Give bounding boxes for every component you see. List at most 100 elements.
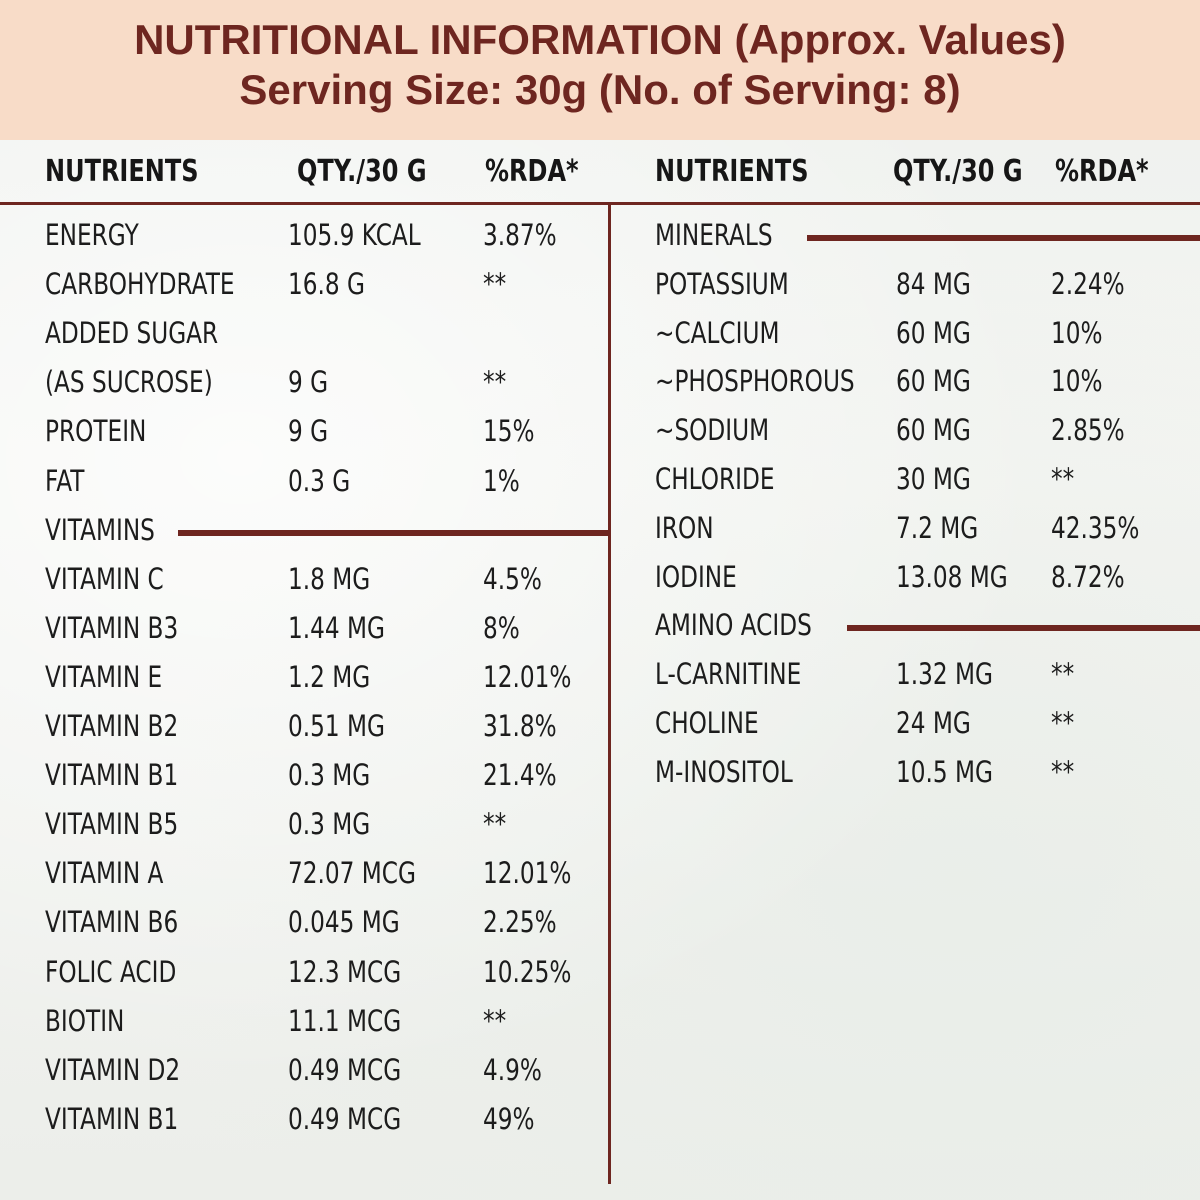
nutrient-name: FOLIC ACID	[45, 954, 177, 989]
nutrient-qty: 0.045 MG	[288, 905, 400, 940]
nutrient-name: VITAMIN B1	[45, 758, 179, 793]
nutrient-qty: 0.49 MCG	[288, 1052, 402, 1087]
nutrient-rda: 12.01%	[483, 856, 572, 891]
nutrient-name: VITAMIN B6	[45, 905, 179, 940]
nutrient-name: ~SODIUM	[655, 413, 770, 448]
nutrient-qty: 9 G	[288, 414, 329, 449]
nutrient-name: VITAMIN D2	[45, 1052, 181, 1087]
nutrient-qty: 0.3 MG	[288, 807, 371, 842]
nutrient-rda: 3.87%	[483, 218, 557, 252]
right-header-nutrients: NUTRIENTS	[655, 154, 809, 189]
nutrient-qty: 105.9 KCAL	[288, 218, 421, 252]
nutrient-name: IRON	[655, 510, 714, 545]
nutrient-rda: **	[1051, 657, 1075, 692]
nutrient-qty: 0.3 G	[288, 463, 351, 498]
right-header-qty: QTY./30 G	[893, 154, 1023, 189]
left-header-nutrients: NUTRIENTS	[45, 154, 199, 189]
nutrient-name: (AS SUCROSE)	[45, 365, 213, 400]
section-heading: AMINO ACIDS	[655, 608, 812, 643]
nutrient-qty: 30 MG	[896, 462, 971, 496]
nutrient-name: IODINE	[655, 559, 737, 594]
nutrient-qty: 60 MG	[896, 315, 971, 350]
nutrient-rda: 8.72%	[1051, 559, 1125, 594]
nutrient-rda: 21.4%	[483, 758, 557, 793]
nutrient-rda: 10%	[1051, 364, 1103, 399]
banner-subtitle: Serving Size: 30g (No. of Serving: 8)	[239, 66, 961, 113]
nutrient-qty: 1.8 MG	[288, 561, 371, 596]
nutrient-name: ~PHOSPHOROUS	[655, 364, 855, 399]
left-header-rda: %RDA*	[485, 154, 579, 189]
nutrient-name: VITAMIN B1	[45, 1101, 179, 1136]
section-heading: VITAMINS	[45, 512, 155, 547]
nutrient-rda: 10.25%	[483, 954, 572, 989]
nutrient-rda: 31.8%	[483, 709, 557, 743]
nutrient-qty: 1.32 MG	[896, 657, 994, 692]
section-rule	[807, 235, 1200, 241]
nutrient-name: VITAMIN B5	[45, 807, 179, 842]
nutrient-qty: 0.49 MCG	[288, 1101, 402, 1136]
nutrient-qty: 60 MG	[896, 413, 971, 448]
nutrient-qty: 60 MG	[896, 364, 971, 399]
section-rule	[847, 625, 1200, 632]
banner-title: NUTRITIONAL INFORMATION (Approx. Values)	[134, 16, 1066, 63]
nutrient-qty: 9 G	[288, 365, 329, 400]
nutrient-rda: 10%	[1051, 315, 1103, 350]
nutrient-rda: **	[1051, 706, 1075, 740]
nutrient-qty: 7.2 MG	[896, 510, 979, 545]
nutrient-name: VITAMIN A	[45, 856, 164, 891]
column-divider	[608, 202, 611, 1184]
nutrient-rda: **	[483, 807, 507, 842]
nutrient-rda: 8%	[483, 610, 520, 645]
nutrient-name: CARBOHYDRATE	[45, 267, 235, 302]
nutrient-rda: 49%	[483, 1101, 535, 1136]
nutrient-rda: 2.85%	[1051, 413, 1125, 448]
nutrient-rda: **	[1051, 462, 1075, 496]
background	[0, 140, 1200, 1200]
nutrient-rda: 12.01%	[483, 659, 572, 694]
nutrient-qty: 24 MG	[896, 706, 971, 740]
header-divider	[0, 202, 1200, 205]
section-heading: MINERALS	[655, 218, 773, 252]
nutrient-name: FAT	[45, 463, 85, 498]
nutrient-qty: 1.2 MG	[288, 659, 371, 694]
nutrient-name: VITAMIN B3	[45, 610, 179, 645]
nutrient-name: BIOTIN	[45, 1003, 125, 1038]
nutrient-name: L-CARNITINE	[655, 657, 802, 692]
right-header-rda: %RDA*	[1055, 154, 1149, 189]
nutrient-rda: **	[483, 365, 507, 400]
nutrient-qty: 12.3 MCG	[288, 954, 402, 989]
nutrient-rda: 15%	[483, 414, 535, 449]
nutrient-rda: **	[1051, 754, 1075, 789]
nutrient-qty: 16.8 G	[288, 267, 366, 302]
nutrient-rda: **	[483, 1003, 507, 1038]
nutrient-qty: 13.08 MG	[896, 559, 1008, 594]
nutrient-qty: 1.44 MG	[288, 610, 386, 645]
nutrient-rda: 2.25%	[483, 905, 557, 940]
nutrient-qty: 0.51 MG	[288, 709, 386, 743]
nutrient-qty: 11.1 MCG	[288, 1003, 402, 1038]
nutrient-name: POTASSIUM	[655, 266, 789, 301]
nutrient-name: ADDED SUGAR	[45, 316, 219, 351]
nutrient-name: CHLORIDE	[655, 462, 775, 496]
nutrient-qty: 72.07 MCG	[288, 856, 416, 891]
title-banner: NUTRITIONAL INFORMATION (Approx. Values)…	[0, 0, 1200, 140]
nutrient-name: ~CALCIUM	[655, 315, 780, 350]
nutrient-name: CHOLINE	[655, 706, 759, 740]
section-rule	[178, 529, 608, 536]
nutrient-rda: **	[483, 267, 507, 302]
nutrient-name: ENERGY	[45, 218, 139, 252]
nutrient-qty: 0.3 MG	[288, 758, 371, 793]
nutrient-rda: 42.35%	[1051, 510, 1140, 545]
nutrient-rda: 4.9%	[483, 1052, 542, 1087]
nutrient-qty: 10.5 MG	[896, 754, 994, 789]
nutrient-rda: 1%	[483, 463, 520, 498]
nutrient-name: VITAMIN C	[45, 561, 164, 596]
nutrient-name: PROTEIN	[45, 414, 147, 449]
nutrient-name: VITAMIN B2	[45, 709, 179, 743]
nutrient-name: M-INOSITOL	[655, 754, 793, 789]
nutrient-qty: 84 MG	[896, 266, 971, 301]
nutrient-rda: 2.24%	[1051, 266, 1125, 301]
nutrient-name: VITAMIN E	[45, 659, 163, 694]
left-header-qty: QTY./30 G	[297, 154, 427, 189]
nutrient-rda: 4.5%	[483, 561, 542, 596]
